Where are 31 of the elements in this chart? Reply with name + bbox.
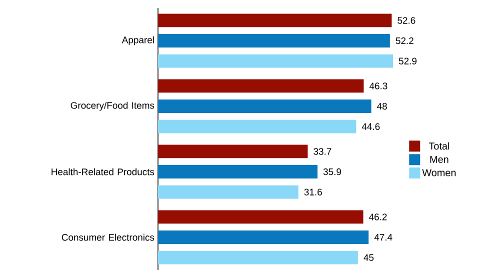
data-label: 46.2: [369, 214, 387, 220]
data-label: 52.2: [396, 37, 414, 44]
legend-label: Women: [422, 169, 456, 176]
bar: [158, 79, 364, 93]
bar: [158, 144, 308, 158]
y-tick-label: Consumer Electronics: [62, 234, 154, 241]
data-label: 44.6: [362, 123, 380, 130]
y-tick-label: Health-Related Products: [52, 168, 154, 176]
data-label: 35.9: [323, 168, 341, 176]
bar: [158, 165, 318, 178]
bar: [158, 210, 364, 224]
bar: [158, 120, 356, 134]
bar: [158, 14, 392, 28]
data-label: 48: [377, 102, 387, 110]
legend-label: Men: [430, 156, 448, 163]
bar: [158, 230, 369, 244]
data-label: 46.3: [369, 82, 388, 90]
bar: [158, 54, 394, 68]
data-label: 52.9: [398, 58, 417, 64]
data-label: 45: [364, 254, 374, 261]
legend-label: Total: [428, 142, 450, 150]
bar: [158, 250, 358, 264]
y-tick-label: Grocery/Food Items: [70, 102, 154, 111]
data-label: 52.6: [398, 17, 416, 24]
bar: [158, 185, 298, 199]
data-label: 47.4: [374, 234, 392, 241]
data-label: 31.6: [304, 188, 322, 196]
y-tick-label: Apparel: [122, 36, 154, 46]
data-label: 33.7: [314, 148, 332, 155]
bar: [158, 100, 372, 113]
bar: [158, 34, 390, 48]
